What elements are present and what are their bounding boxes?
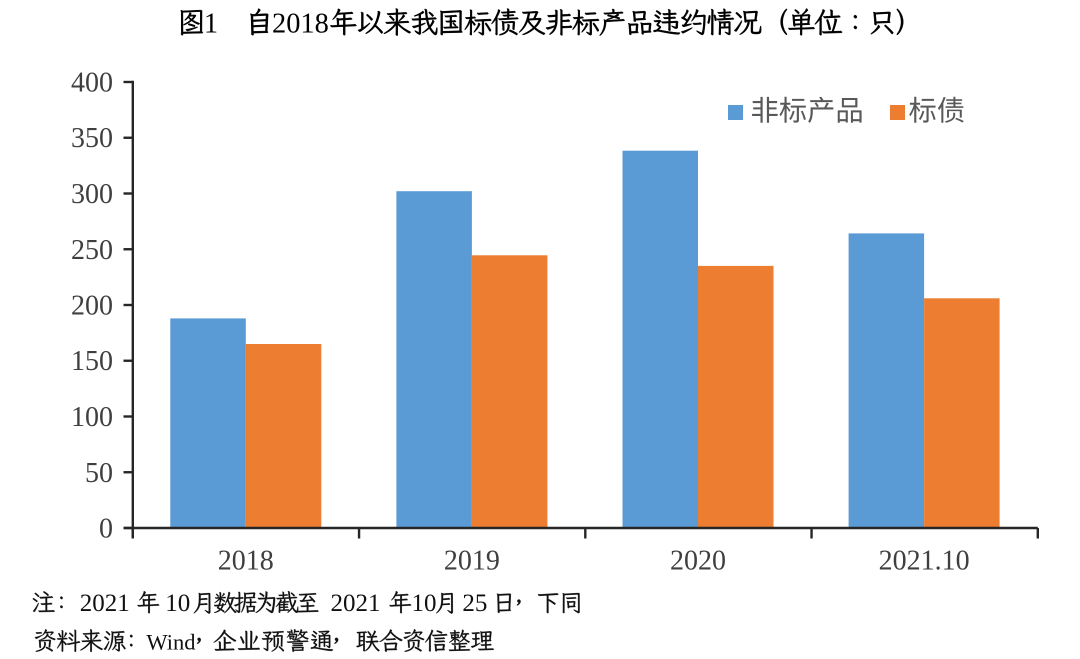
svg-text:2021: 2021 [331, 590, 381, 617]
svg-text:2020: 2020 [670, 546, 726, 577]
svg-text:200: 200 [71, 291, 113, 322]
svg-text:2018: 2018 [272, 9, 329, 40]
svg-text:2018: 2018 [218, 546, 274, 577]
svg-text:0: 0 [99, 514, 113, 545]
svg-text:2019: 2019 [444, 546, 500, 577]
svg-text:100: 100 [71, 402, 113, 433]
svg-text:25: 25 [462, 590, 487, 617]
svg-text:2021: 2021 [80, 590, 130, 617]
svg-text:250: 250 [71, 235, 113, 266]
svg-text:2021.10: 2021.10 [879, 546, 970, 577]
svg-text:300: 300 [71, 179, 113, 210]
svg-text:1: 1 [204, 9, 218, 40]
svg-text:400: 400 [71, 68, 113, 99]
svg-text:50: 50 [85, 458, 113, 489]
svg-text:10: 10 [165, 590, 190, 617]
svg-text:350: 350 [71, 123, 113, 154]
svg-text:150: 150 [71, 346, 113, 377]
svg-text:10: 10 [412, 590, 437, 617]
svg-text:Wind: Wind [146, 629, 195, 654]
